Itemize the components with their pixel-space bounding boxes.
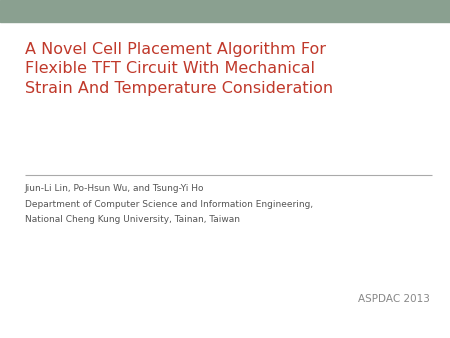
Bar bbox=[0, 0, 450, 22]
Text: Jiun-Li Lin, Po-Hsun Wu, and Tsung-Yi Ho: Jiun-Li Lin, Po-Hsun Wu, and Tsung-Yi Ho bbox=[25, 184, 204, 193]
Text: Department of Computer Science and Information Engineering,: Department of Computer Science and Infor… bbox=[25, 200, 313, 209]
Text: National Cheng Kung University, Tainan, Taiwan: National Cheng Kung University, Tainan, … bbox=[25, 215, 240, 224]
Text: ASPDAC 2013: ASPDAC 2013 bbox=[358, 294, 430, 304]
Text: A Novel Cell Placement Algorithm For
Flexible TFT Circuit With Mechanical
Strain: A Novel Cell Placement Algorithm For Fle… bbox=[25, 42, 333, 96]
